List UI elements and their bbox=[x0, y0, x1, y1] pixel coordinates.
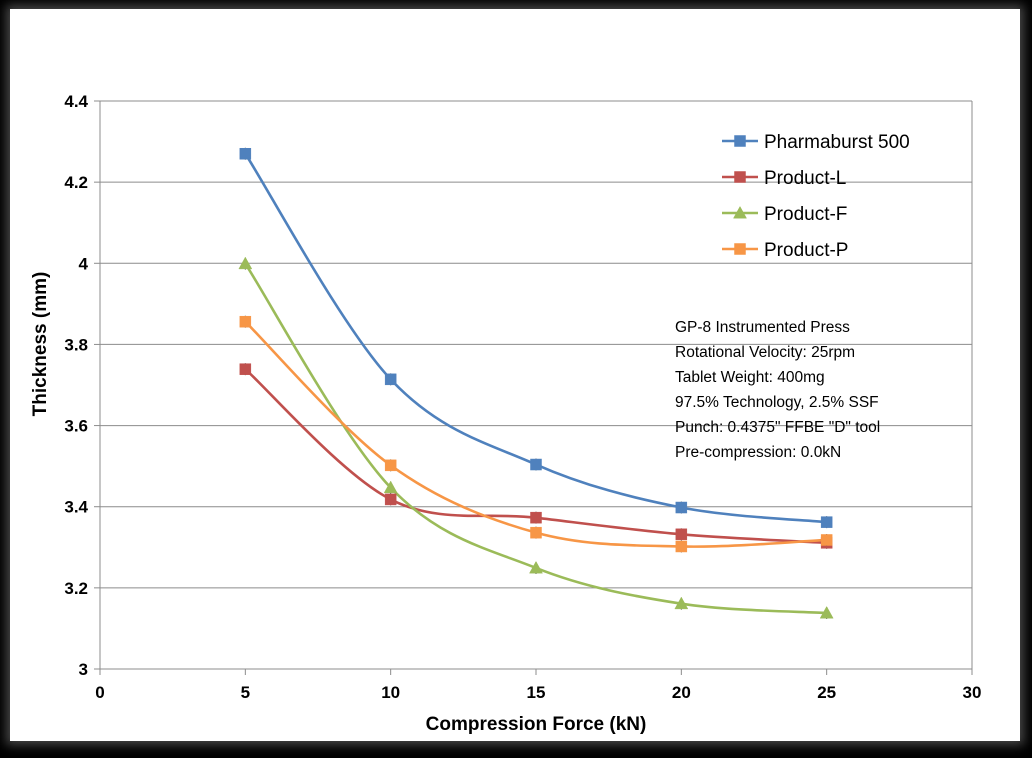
data-point bbox=[674, 596, 689, 610]
data-point bbox=[530, 511, 542, 524]
x-axis-title: Compression Force (kN) bbox=[426, 714, 647, 735]
legend-marker bbox=[733, 205, 747, 219]
legend-marker bbox=[734, 243, 746, 255]
data-point bbox=[819, 605, 834, 619]
x-tick-label: 15 bbox=[527, 683, 546, 702]
series-line bbox=[244, 153, 827, 524]
x-tick-label: 0 bbox=[95, 683, 104, 702]
data-point bbox=[384, 493, 397, 506]
legend-marker bbox=[734, 135, 746, 147]
data-point bbox=[384, 373, 397, 386]
legend-label: Product-L bbox=[764, 168, 846, 189]
x-tick-label: 10 bbox=[381, 683, 400, 702]
data-point bbox=[239, 147, 252, 160]
data-point bbox=[675, 501, 688, 514]
series-markers-3 bbox=[239, 315, 833, 553]
data-point bbox=[383, 480, 398, 494]
annotation-line: Rotational Velocity: 25rpm bbox=[675, 344, 855, 361]
data-point bbox=[238, 256, 253, 270]
data-point bbox=[675, 528, 688, 541]
series-line bbox=[244, 262, 827, 615]
x-tick-label: 20 bbox=[672, 683, 691, 702]
x-tick-label: 30 bbox=[963, 683, 982, 702]
annotation-line: Pre-compression: 0.0kN bbox=[675, 444, 841, 461]
annotation-box: GP-8 Instrumented Press Rotational Veloci… bbox=[675, 319, 880, 461]
data-point bbox=[239, 363, 252, 375]
x-tick-label: 5 bbox=[241, 683, 250, 702]
x-tick-label: 25 bbox=[817, 683, 836, 702]
series-2 bbox=[244, 262, 827, 615]
axes: 3 3.2 3.4 3.6 3.8 4 4.2 4.4 0 5 10 15 20 25 30 bbox=[64, 92, 981, 702]
legend-label: Product-F bbox=[764, 204, 847, 225]
y-tick-label: 3.6 bbox=[64, 417, 88, 436]
data-point bbox=[530, 526, 542, 539]
chart-svg: 3 3.2 3.4 3.6 3.8 4 4.2 4.4 0 5 10 15 20 25 30 Pharmab… bbox=[30, 92, 981, 735]
data-point bbox=[239, 315, 252, 328]
plot-series bbox=[238, 147, 834, 620]
y-tick-label: 4.4 bbox=[64, 92, 88, 111]
y-tick-label: 3.4 bbox=[64, 498, 88, 517]
series-markers-0 bbox=[239, 147, 833, 529]
data-point bbox=[529, 560, 543, 574]
legend-label: Product-P bbox=[764, 240, 848, 261]
legend: Pharmaburst 500 Product-L Product-F Product… bbox=[722, 132, 910, 261]
data-point bbox=[384, 459, 397, 472]
annotation-line: Punch: 0.4375" FFBE "D" tool bbox=[675, 419, 880, 436]
legend-marker bbox=[734, 171, 746, 183]
y-tick-label: 3 bbox=[79, 660, 88, 679]
legend-entry: Product-F bbox=[722, 204, 847, 225]
annotation-line: Tablet Weight: 400mg bbox=[675, 369, 825, 386]
data-point bbox=[820, 534, 833, 546]
legend-entry: Pharmaburst 500 bbox=[722, 132, 910, 153]
annotation-line: GP-8 Instrumented Press bbox=[675, 319, 850, 336]
y-tick-label: 3.2 bbox=[64, 579, 88, 598]
y-tick-label: 4 bbox=[79, 254, 89, 273]
legend-entry: Product-L bbox=[722, 168, 846, 189]
legend-entry: Product-P bbox=[722, 240, 848, 261]
y-tick-label: 4.2 bbox=[64, 173, 88, 192]
data-point bbox=[530, 458, 542, 471]
y-tick-label: 3.8 bbox=[64, 335, 88, 354]
series-markers-2 bbox=[238, 256, 834, 620]
annotation-line: 97.5% Technology, 2.5% SSF bbox=[675, 394, 879, 411]
data-point bbox=[820, 516, 833, 528]
series-0 bbox=[244, 153, 827, 524]
y-axis-title: Thickness (mm) bbox=[30, 272, 51, 417]
chart-frame: 3 3.2 3.4 3.6 3.8 4 4.2 4.4 0 5 10 15 20 25 30 Pharmab… bbox=[10, 9, 1020, 741]
data-point bbox=[675, 540, 688, 553]
legend-label: Pharmaburst 500 bbox=[764, 132, 910, 153]
